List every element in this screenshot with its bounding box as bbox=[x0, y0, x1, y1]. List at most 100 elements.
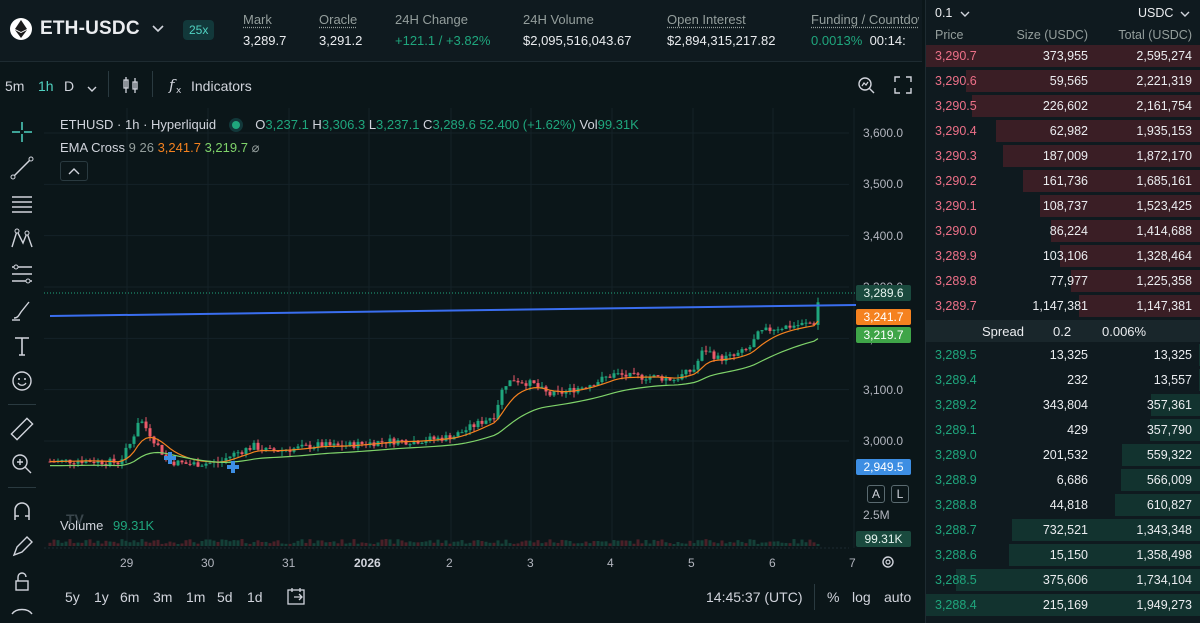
range-5d[interactable]: 5d bbox=[217, 589, 233, 605]
range-5y[interactable]: 5y bbox=[65, 589, 80, 605]
row-price[interactable]: 3,288.4 bbox=[935, 598, 977, 612]
row-price[interactable]: 3,289.8 bbox=[935, 274, 977, 288]
range-1y[interactable]: 1y bbox=[94, 589, 109, 605]
percent-scale-toggle[interactable]: % bbox=[827, 589, 840, 605]
pair-selector[interactable]: ETH-USDC bbox=[10, 18, 164, 40]
row-price[interactable]: 3,289.2 bbox=[935, 398, 977, 412]
ask-row[interactable]: 3,290.4 62,982 1,935,153 bbox=[926, 119, 1200, 144]
bid-row[interactable]: 3,289.2 343,804 357,361 bbox=[926, 393, 1200, 418]
magnet-icon[interactable] bbox=[8, 498, 36, 526]
row-price[interactable]: 3,289.1 bbox=[935, 423, 977, 437]
ema-legend[interactable]: EMA Cross 9 26 3,241.7 3,219.7 ⌀ bbox=[60, 140, 259, 156]
volume-bar bbox=[512, 543, 516, 546]
pattern-tool-icon[interactable] bbox=[8, 225, 36, 253]
drawing-mode-icon[interactable] bbox=[8, 533, 36, 561]
fullscreen-icon[interactable] bbox=[893, 75, 913, 98]
range-3m[interactable]: 3m bbox=[153, 589, 173, 605]
collapse-legend-button[interactable] bbox=[60, 161, 88, 181]
row-price[interactable]: 3,290.0 bbox=[935, 224, 977, 238]
row-price[interactable]: 3,289.0 bbox=[935, 448, 977, 462]
bid-row[interactable]: 3,289.0 201,532 559,322 bbox=[926, 443, 1200, 468]
interval-d[interactable]: D bbox=[64, 78, 75, 94]
row-price[interactable]: 3,290.3 bbox=[935, 149, 977, 163]
price-chart[interactable]: ETHUSD · 1h · Hyperliquid O3,237.1 H3,30… bbox=[44, 108, 922, 623]
row-price[interactable]: 3,289.4 bbox=[935, 373, 977, 387]
range-6m[interactable]: 6m bbox=[120, 589, 140, 605]
interval-5m[interactable]: 5m bbox=[5, 78, 25, 94]
ruler-icon[interactable] bbox=[8, 415, 36, 443]
row-total: 2,161,754 bbox=[1136, 99, 1192, 113]
volume-bar bbox=[676, 541, 680, 546]
candle-body bbox=[648, 377, 652, 380]
brush-tool-icon[interactable] bbox=[8, 296, 36, 324]
utc-clock[interactable]: 14:45:37 (UTC) bbox=[706, 589, 803, 605]
row-price[interactable]: 3,290.7 bbox=[935, 49, 977, 63]
auto-scale-button[interactable]: A bbox=[867, 485, 885, 503]
zoom-in-icon[interactable] bbox=[8, 450, 36, 478]
bid-row[interactable]: 3,289.1 429 357,790 bbox=[926, 418, 1200, 443]
row-price[interactable]: 3,290.5 bbox=[935, 99, 977, 113]
bid-row[interactable]: 3,289.5 13,325 13,325 bbox=[926, 343, 1200, 368]
volume-bar bbox=[72, 543, 76, 546]
ask-row[interactable]: 3,290.2 161,736 1,685,161 bbox=[926, 169, 1200, 194]
chevron-down-icon[interactable] bbox=[152, 22, 164, 36]
lock-icon[interactable] bbox=[8, 568, 36, 596]
chevron-down-icon[interactable] bbox=[87, 80, 97, 96]
ask-row[interactable]: 3,290.3 187,009 1,872,170 bbox=[926, 144, 1200, 169]
tick-size-select[interactable]: 0.1 bbox=[935, 6, 953, 20]
ask-row[interactable]: 3,290.5 226,602 2,161,754 bbox=[926, 94, 1200, 119]
chevron-down-icon[interactable] bbox=[1180, 7, 1190, 21]
interval-1h[interactable]: 1h bbox=[38, 78, 54, 94]
chart-settings-icon[interactable] bbox=[880, 554, 896, 575]
row-price[interactable]: 3,290.2 bbox=[935, 174, 977, 188]
horizontal-lines-icon[interactable] bbox=[8, 190, 36, 218]
bid-row[interactable]: 3,288.5 375,606 1,734,104 bbox=[926, 568, 1200, 593]
ask-row[interactable]: 3,289.9 103,106 1,328,464 bbox=[926, 244, 1200, 269]
bid-row[interactable]: 3,288.7 732,521 1,343,348 bbox=[926, 518, 1200, 543]
auto-scale-toggle[interactable]: auto bbox=[884, 589, 912, 605]
candle-type-icon[interactable] bbox=[121, 75, 141, 98]
text-tool-icon[interactable] bbox=[8, 332, 36, 360]
row-price[interactable]: 3,288.5 bbox=[935, 573, 977, 587]
ask-row[interactable]: 3,290.6 59,565 2,221,319 bbox=[926, 69, 1200, 94]
replay-icon[interactable] bbox=[856, 75, 876, 98]
bid-row[interactable]: 3,289.4 232 13,557 bbox=[926, 368, 1200, 393]
row-price[interactable]: 3,288.9 bbox=[935, 473, 977, 487]
log-scale-button[interactable]: L bbox=[891, 485, 909, 503]
leverage-badge[interactable]: 25x bbox=[183, 20, 215, 40]
goto-date-icon[interactable] bbox=[286, 586, 306, 609]
row-price[interactable]: 3,290.1 bbox=[935, 199, 977, 213]
range-1d[interactable]: 1d bbox=[247, 589, 263, 605]
row-price[interactable]: 3,288.6 bbox=[935, 548, 977, 562]
row-price[interactable]: 3,289.5 bbox=[935, 348, 977, 362]
row-price[interactable]: 3,290.4 bbox=[935, 124, 977, 138]
candle-body bbox=[580, 387, 584, 389]
range-1m[interactable]: 1m bbox=[186, 589, 206, 605]
chevron-down-icon[interactable] bbox=[960, 7, 970, 21]
log-scale-toggle[interactable]: log bbox=[852, 589, 871, 605]
trendline-tool-icon[interactable] bbox=[8, 154, 36, 182]
currency-select[interactable]: USDC bbox=[1138, 6, 1174, 20]
hidden-eye-icon[interactable]: ⌀ bbox=[251, 140, 260, 155]
bid-row[interactable]: 3,288.9 6,686 566,009 bbox=[926, 468, 1200, 493]
ask-row[interactable]: 3,290.7 373,955 2,595,274 bbox=[926, 44, 1200, 69]
indicators-button[interactable]: Indicators bbox=[191, 78, 252, 94]
row-price[interactable]: 3,288.8 bbox=[935, 498, 977, 512]
ask-row[interactable]: 3,290.1 108,737 1,523,425 bbox=[926, 194, 1200, 219]
fib-tool-icon[interactable] bbox=[8, 260, 36, 288]
hide-drawings-icon[interactable] bbox=[8, 602, 36, 623]
emoji-tool-icon[interactable] bbox=[8, 367, 36, 395]
chart-canvas[interactable] bbox=[44, 108, 922, 578]
bid-row[interactable]: 3,288.8 44,818 610,827 bbox=[926, 493, 1200, 518]
bid-row[interactable]: 3,288.6 15,150 1,358,498 bbox=[926, 543, 1200, 568]
bid-row[interactable]: 3,288.4 215,169 1,949,273 bbox=[926, 593, 1200, 618]
row-price[interactable]: 3,290.6 bbox=[935, 74, 977, 88]
ask-row[interactable]: 3,290.0 86,224 1,414,688 bbox=[926, 219, 1200, 244]
row-price[interactable]: 3,288.7 bbox=[935, 523, 977, 537]
row-price[interactable]: 3,289.7 bbox=[935, 299, 977, 313]
row-price[interactable]: 3,289.9 bbox=[935, 249, 977, 263]
crosshair-icon[interactable] bbox=[8, 118, 36, 146]
ask-row[interactable]: 3,289.7 1,147,381 1,147,381 bbox=[926, 294, 1200, 319]
ask-row[interactable]: 3,289.8 77,977 1,225,358 bbox=[926, 269, 1200, 294]
